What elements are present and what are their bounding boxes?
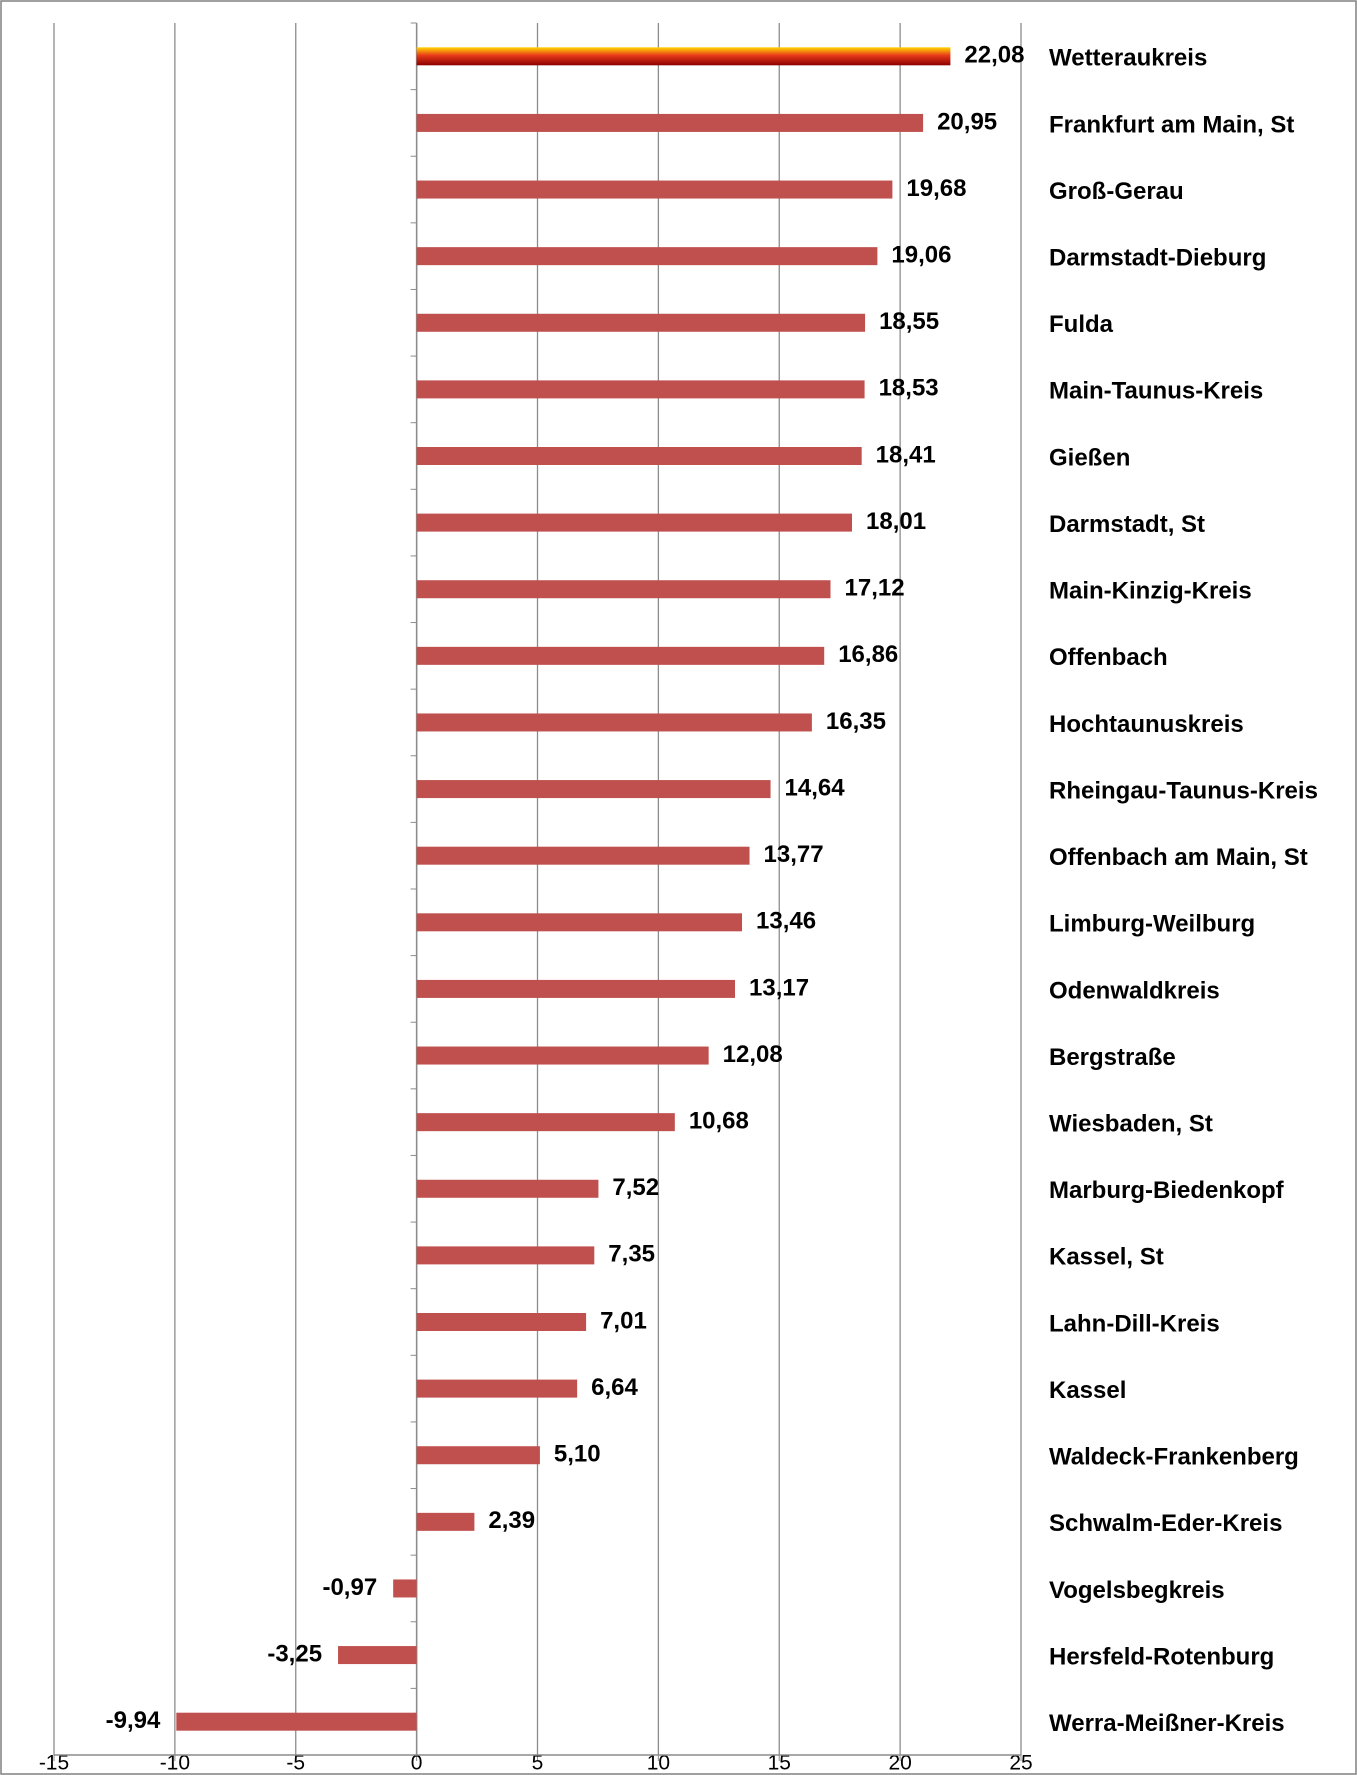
value-label: 20,95 <box>937 108 997 135</box>
value-label: 13,77 <box>764 841 824 868</box>
bar <box>416 513 853 532</box>
category-label: Fulda <box>1049 311 1114 338</box>
bar <box>416 1379 578 1398</box>
category-label: Vogelsbegkreis <box>1049 1577 1225 1604</box>
category-label: Wiesbaden, St <box>1049 1110 1213 1137</box>
category-label: Offenbach <box>1049 644 1168 671</box>
value-label: 16,86 <box>838 641 898 668</box>
category-label: Gießen <box>1049 444 1130 471</box>
x-tick-label: -10 <box>160 1752 190 1775</box>
x-tick-label: 5 <box>532 1752 544 1775</box>
value-label: 22,08 <box>964 42 1024 69</box>
value-label: 14,64 <box>785 774 846 801</box>
x-tick-label: 25 <box>1009 1752 1032 1775</box>
category-label: Kassel, St <box>1049 1244 1164 1271</box>
value-label: 2,39 <box>488 1507 535 1534</box>
x-tick-label: 15 <box>768 1752 791 1775</box>
value-label: -0,97 <box>322 1574 377 1601</box>
value-label: 7,35 <box>608 1241 655 1268</box>
value-label: 10,68 <box>689 1107 749 1134</box>
x-tick-label: 10 <box>647 1752 670 1775</box>
category-label: Hersfeld-Rotenburg <box>1049 1643 1274 1670</box>
value-label: 13,17 <box>749 974 809 1001</box>
value-label: 5,10 <box>554 1441 601 1468</box>
bar <box>416 380 865 399</box>
bar <box>416 180 893 199</box>
value-label: 18,01 <box>866 508 926 535</box>
bar <box>176 1712 417 1731</box>
value-label: 13,46 <box>756 908 816 935</box>
category-label: Main-Kinzig-Kreis <box>1049 578 1252 605</box>
category-label: Wetteraukreis <box>1049 45 1207 72</box>
x-tick-label: 20 <box>888 1752 911 1775</box>
category-label: Bergstraße <box>1049 1044 1176 1071</box>
bar <box>416 646 825 665</box>
category-label: Kassel <box>1049 1377 1126 1404</box>
category-label: Hochtaunuskreis <box>1049 711 1244 738</box>
bar <box>416 913 743 932</box>
category-label: Offenbach am Main, St <box>1049 844 1308 871</box>
value-label: -3,25 <box>267 1640 322 1667</box>
bar <box>416 1113 675 1132</box>
x-tick-label: -15 <box>39 1752 69 1775</box>
category-label: Odenwaldkreis <box>1049 977 1220 1004</box>
value-label: 18,41 <box>876 441 936 468</box>
value-label: 18,53 <box>879 375 939 402</box>
bar <box>416 580 831 599</box>
x-tick-label: -5 <box>286 1752 305 1775</box>
value-label: 17,12 <box>845 575 905 602</box>
category-label: Frankfurt am Main, St <box>1049 111 1294 138</box>
bar <box>338 1646 417 1665</box>
bar <box>416 1313 587 1331</box>
bar <box>393 1579 417 1598</box>
category-label: Schwalm-Eder-Kreis <box>1049 1510 1282 1537</box>
value-label: 12,08 <box>723 1041 783 1068</box>
category-label: Marburg-Biedenkopf <box>1049 1177 1285 1204</box>
category-label: Rheingau-Taunus-Kreis <box>1049 777 1318 804</box>
value-label: -9,94 <box>106 1707 161 1734</box>
category-label: Darmstadt, St <box>1049 511 1205 538</box>
category-label: Werra-Meißner-Kreis <box>1049 1710 1285 1737</box>
bar <box>416 47 951 66</box>
bar <box>416 846 750 865</box>
bar <box>416 247 878 266</box>
bar <box>416 113 924 132</box>
category-label: Darmstadt-Dieburg <box>1049 244 1266 271</box>
bar <box>416 713 812 732</box>
value-label: 6,64 <box>591 1374 638 1401</box>
category-label: Limburg-Weilburg <box>1049 911 1255 938</box>
category-label: Groß-Gerau <box>1049 178 1184 205</box>
value-label: 19,06 <box>891 241 951 268</box>
category-label: Lahn-Dill-Kreis <box>1049 1310 1220 1337</box>
value-label: 18,55 <box>879 308 939 335</box>
value-label: 7,01 <box>600 1307 647 1334</box>
bar <box>416 1512 475 1531</box>
value-label: 7,52 <box>612 1174 659 1201</box>
bar <box>416 447 862 465</box>
bar <box>416 1446 540 1465</box>
bar <box>416 780 771 799</box>
category-label: Main-Taunus-Kreis <box>1049 378 1263 405</box>
bar <box>416 1179 599 1198</box>
category-label: Waldeck-Frankenberg <box>1049 1444 1299 1471</box>
bar <box>416 1246 595 1265</box>
value-label: 16,35 <box>826 708 886 735</box>
bar <box>416 313 866 332</box>
bar <box>416 979 736 998</box>
value-label: 19,68 <box>906 175 966 202</box>
x-tick-label: 0 <box>411 1752 423 1775</box>
bar <box>416 1046 709 1065</box>
